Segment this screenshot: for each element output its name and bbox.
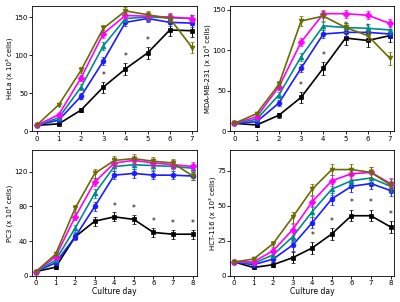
Text: *: *: [388, 210, 392, 219]
Text: *: *: [299, 81, 303, 90]
Text: *: *: [152, 217, 156, 226]
X-axis label: Culture day: Culture day: [92, 288, 137, 297]
Text: *: *: [168, 13, 172, 22]
Text: *: *: [350, 198, 353, 207]
Text: *: *: [112, 202, 116, 211]
Text: *: *: [146, 36, 150, 45]
Text: *: *: [132, 204, 136, 214]
Text: *: *: [190, 14, 194, 23]
Text: *: *: [369, 198, 373, 207]
Text: *: *: [101, 71, 105, 80]
X-axis label: Culture day: Culture day: [290, 288, 334, 297]
Text: *: *: [291, 240, 295, 249]
Text: *: *: [344, 21, 348, 30]
Text: *: *: [79, 97, 83, 106]
Text: *: *: [366, 23, 370, 32]
Y-axis label: PC3 (x 10³ cells): PC3 (x 10³ cells): [6, 184, 13, 242]
Text: *: *: [310, 230, 314, 239]
Text: *: *: [277, 102, 281, 111]
Text: *: *: [191, 219, 194, 228]
Y-axis label: MDA-MB-231 (x 10³ cells): MDA-MB-231 (x 10³ cells): [204, 24, 211, 113]
Text: *: *: [93, 206, 97, 215]
Y-axis label: HCT-116 (x 10³ cells): HCT-116 (x 10³ cells): [208, 176, 216, 250]
Text: *: *: [124, 52, 127, 61]
Text: *: *: [330, 217, 334, 226]
Text: *: *: [171, 219, 175, 228]
Text: *: *: [322, 51, 325, 60]
Y-axis label: HeLa (x 10³ cells): HeLa (x 10³ cells): [6, 38, 13, 99]
